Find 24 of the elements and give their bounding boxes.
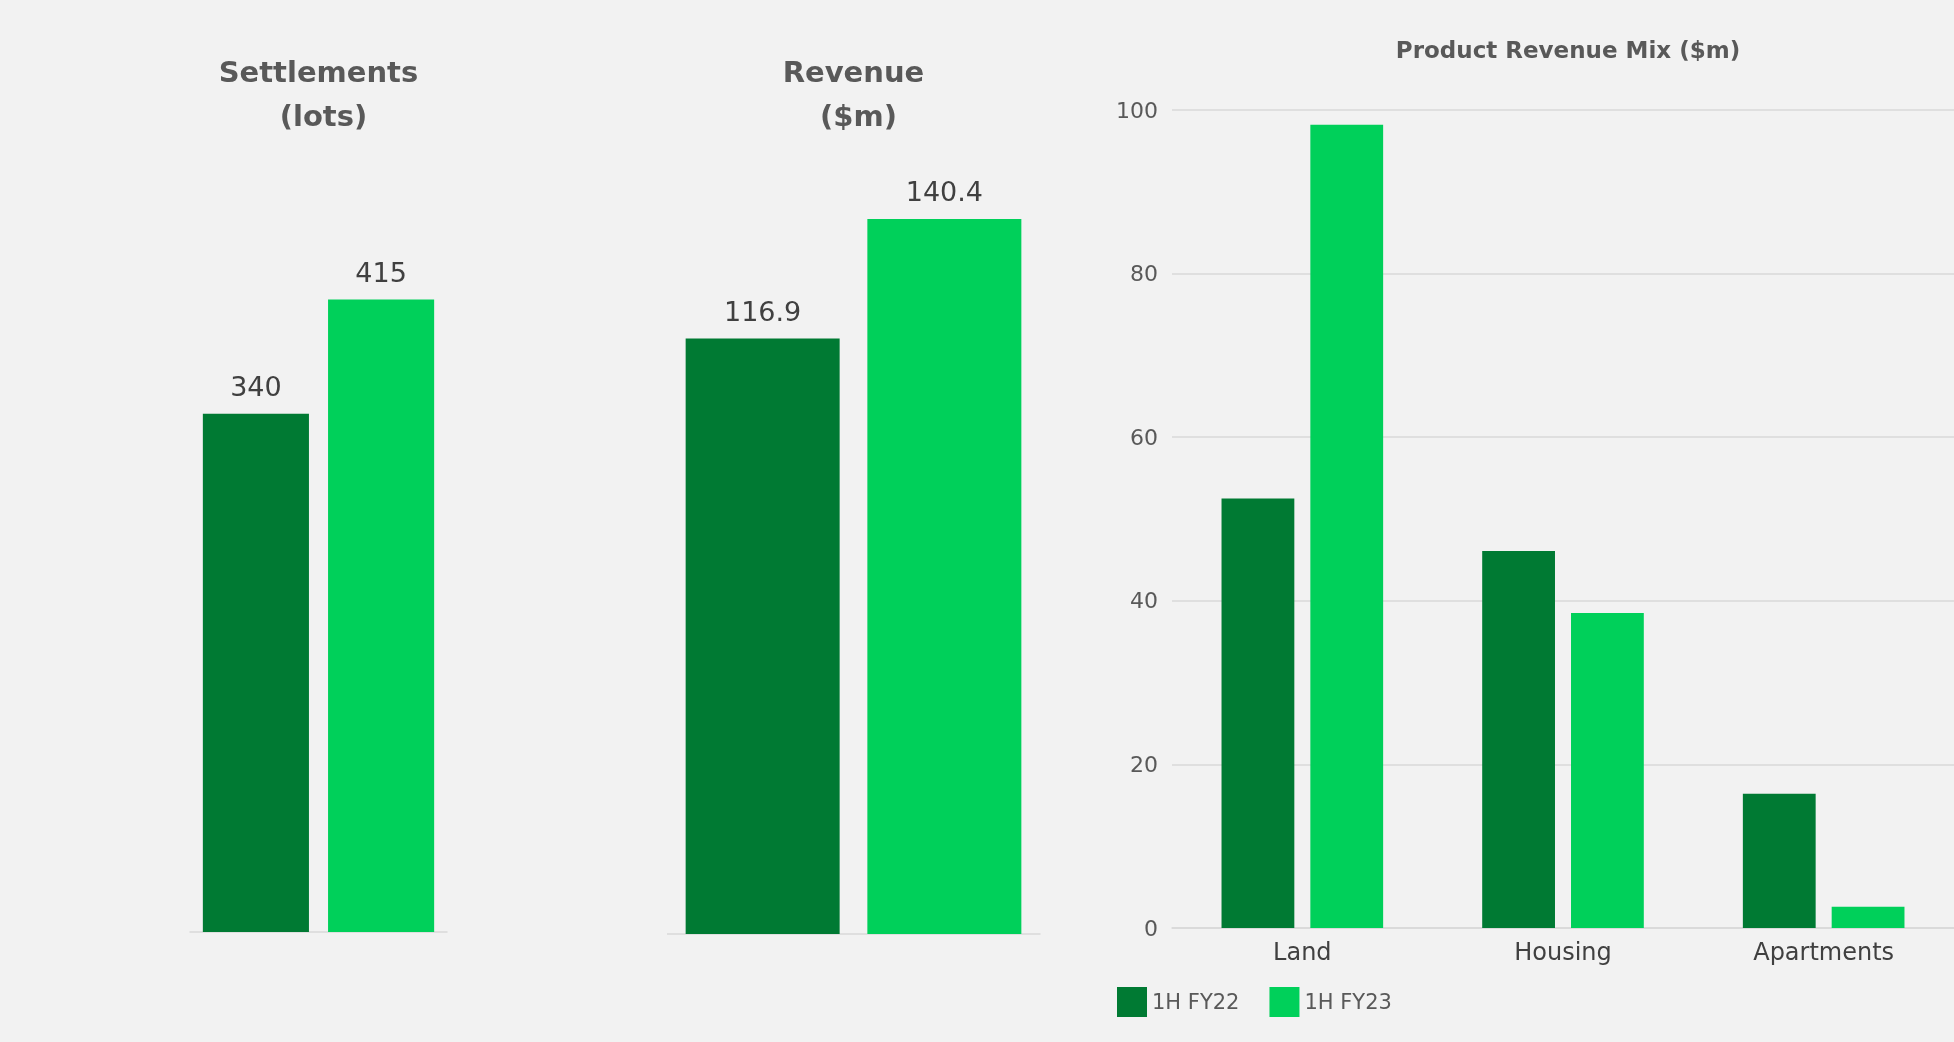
y-tick-label: 80: [1130, 261, 1158, 287]
bar: [1482, 550, 1555, 928]
y-tick-label: 20: [1130, 751, 1158, 777]
bar: [1742, 793, 1816, 928]
data-label: 116.9: [724, 295, 802, 327]
x-tick-label: Housing: [1514, 938, 1612, 966]
x-tick-label: Land: [1273, 938, 1332, 966]
legend-label: 1H FY23: [1304, 990, 1392, 1014]
y-tick-label: 40: [1130, 588, 1158, 614]
data-label: 340: [230, 370, 282, 402]
bar: [1221, 498, 1295, 928]
x-tick-label: Apartments: [1753, 938, 1895, 966]
y-tick-label: 0: [1144, 915, 1158, 941]
chart-title: Product Revenue Mix ($m): [1395, 37, 1741, 63]
y-tick-label: 100: [1116, 97, 1158, 123]
bar: [1310, 124, 1384, 928]
bar: [1831, 906, 1905, 928]
bar: [1571, 613, 1644, 928]
y-tick-label: 60: [1130, 424, 1158, 450]
data-label: 415: [355, 256, 407, 288]
chart-title: Revenue ($m): [782, 55, 935, 133]
chart-title: Settlements (lots): [218, 55, 429, 133]
legend-label: 1H FY22: [1152, 990, 1240, 1014]
data-label: 140.4: [905, 175, 983, 207]
